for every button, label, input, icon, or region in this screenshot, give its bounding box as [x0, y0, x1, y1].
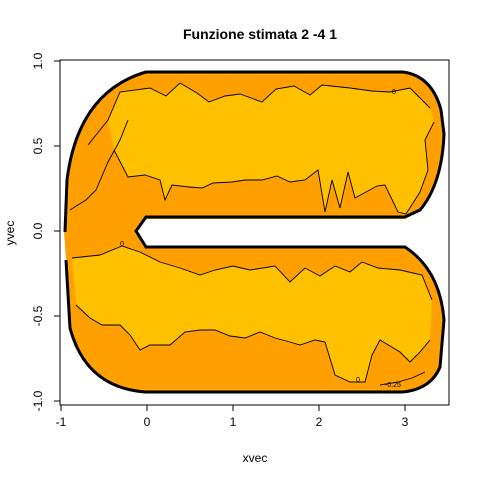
contour-label-mid: 0 — [120, 241, 124, 248]
y-tick-label-4: 1.0 — [31, 52, 45, 69]
x-tick-label-0: -1 — [56, 415, 67, 429]
region-inner-upper — [108, 83, 434, 214]
y-tick-label-1: -0.5 — [31, 305, 45, 326]
x-axis-label: xvec — [243, 451, 268, 465]
contour-label-neg: -0.25 — [385, 382, 401, 389]
chart-title: Funzione stimata 2 -4 1 — [183, 26, 337, 42]
y-tick-label-2: 0.0 — [31, 222, 45, 239]
y-tick-label-3: 0.5 — [31, 137, 45, 154]
x-tick-label-3: 2 — [316, 415, 323, 429]
contour-line-bottom — [379, 371, 426, 386]
contour-label-top: 0 — [392, 89, 396, 96]
x-tick-label-1: 0 — [144, 415, 151, 429]
contour-line-lower — [71, 245, 433, 301]
contour-line-upper-inner — [113, 121, 435, 215]
x-tick-label-4: 3 — [402, 415, 409, 429]
x-axis: -1 0 1 2 3 — [56, 405, 409, 429]
filled-contours — [64, 72, 444, 392]
contour-lines — [69, 82, 435, 386]
x-tick-label-2: 1 — [230, 415, 237, 429]
domain-boundary — [63, 70, 446, 394]
plot-frame — [59, 59, 450, 406]
y-axis: -1.0 -0.5 0.0 0.5 1.0 — [31, 52, 60, 411]
y-tick-label-0: -1.0 — [31, 390, 45, 411]
y-axis-label: yvec — [3, 221, 17, 246]
contour-line-upper — [87, 82, 431, 146]
contour-line-left — [69, 119, 129, 211]
contour-label-bottom: 0 — [356, 377, 360, 384]
contour-line-lower-inner — [75, 304, 431, 383]
region-inner-lower — [72, 246, 432, 382]
